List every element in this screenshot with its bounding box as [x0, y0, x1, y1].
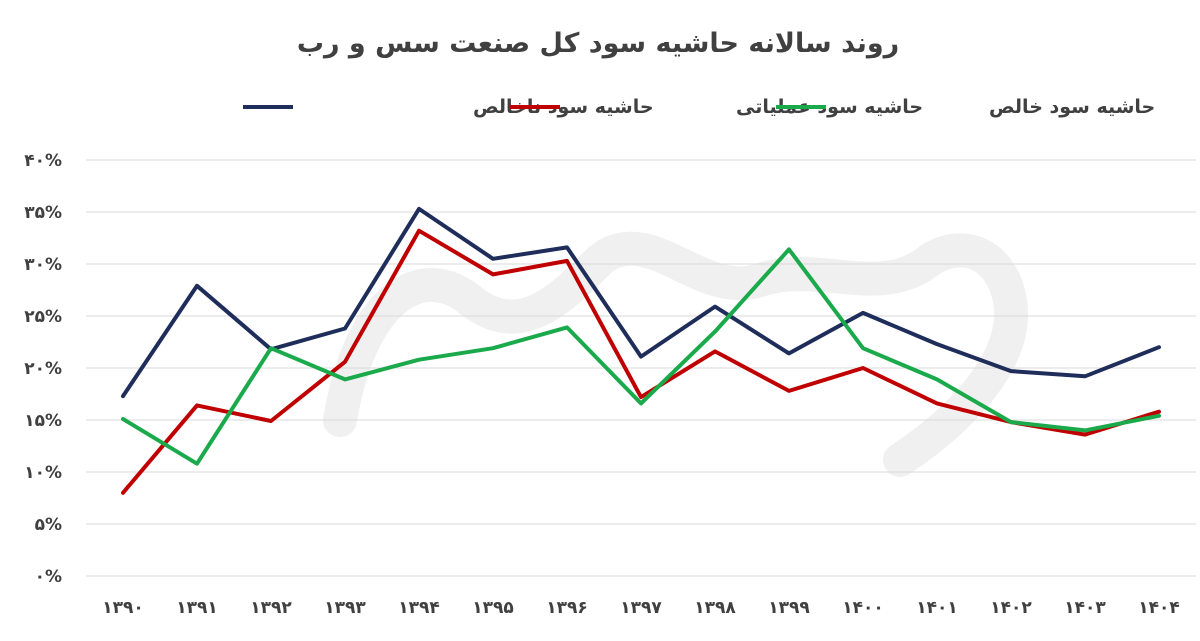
x-tick-label: ۱۳۹۸: [694, 598, 736, 618]
series-group: [121, 206, 1161, 495]
x-tick-label: ۱۳۹۰: [102, 598, 144, 618]
y-tick-label: ۲۰%: [24, 359, 62, 379]
y-tick-label: ۱۰%: [24, 463, 62, 483]
x-tick-label: ۱۴۰۰: [842, 598, 884, 618]
x-tick-label: ۱۴۰۲: [990, 598, 1032, 618]
y-tick-label: ۴۰%: [24, 151, 62, 171]
x-tick-label: ۱۳۹۹: [768, 598, 810, 618]
y-tick-label: ۳۰%: [24, 255, 62, 275]
y-tick-label: ۳۵%: [24, 203, 62, 223]
x-tick-label: ۱۳۹۲: [250, 598, 292, 618]
legend-label: حاشیه سود عملیاتی: [736, 96, 923, 118]
x-tick-label: ۱۴۰۳: [1064, 598, 1106, 618]
x-tick-label: ۱۳۹۶: [546, 598, 588, 618]
y-tick-label: ۰%: [35, 567, 62, 587]
y-tick-label: ۵%: [35, 515, 62, 535]
x-tick-label: ۱۴۰۱: [916, 598, 958, 618]
y-axis: ۰% ۵% ۱۰% ۱۵% ۲۰% ۲۵% ۳۰% ۳۵% ۴۰%: [24, 151, 62, 587]
chart-title: روند سالانه حاشیه سود کل صنعت سس و رب: [297, 28, 899, 59]
x-tick-label: ۱۴۰۴: [1138, 598, 1180, 618]
x-tick-label: ۱۳۹۵: [472, 598, 514, 618]
x-tick-label: ۱۳۹۱: [176, 598, 218, 618]
y-tick-label: ۱۵%: [24, 411, 62, 431]
legend: حاشیه سود ناخالص حاشیه سود عملیاتی حاشیه س…: [243, 96, 1155, 118]
legend-label: حاشیه سود خالص: [989, 96, 1155, 118]
x-tick-label: ۱۳۹۳: [324, 598, 366, 618]
watermark-logo: [323, 231, 1029, 477]
legend-label: حاشیه سود ناخالص: [473, 96, 654, 118]
x-axis: ۱۳۹۰ ۱۳۹۱ ۱۳۹۲ ۱۳۹۳ ۱۳۹۴ ۱۳۹۵ ۱۳۹۶ ۱۳۹۷ ۱۳۹۸ ۱۳۹۹…: [102, 598, 1180, 618]
y-tick-label: ۲۵%: [24, 307, 62, 327]
x-tick-label: ۱۳۹۷: [620, 598, 662, 618]
gridlines: [86, 159, 1196, 577]
x-tick-label: ۱۳۹۴: [398, 598, 440, 618]
